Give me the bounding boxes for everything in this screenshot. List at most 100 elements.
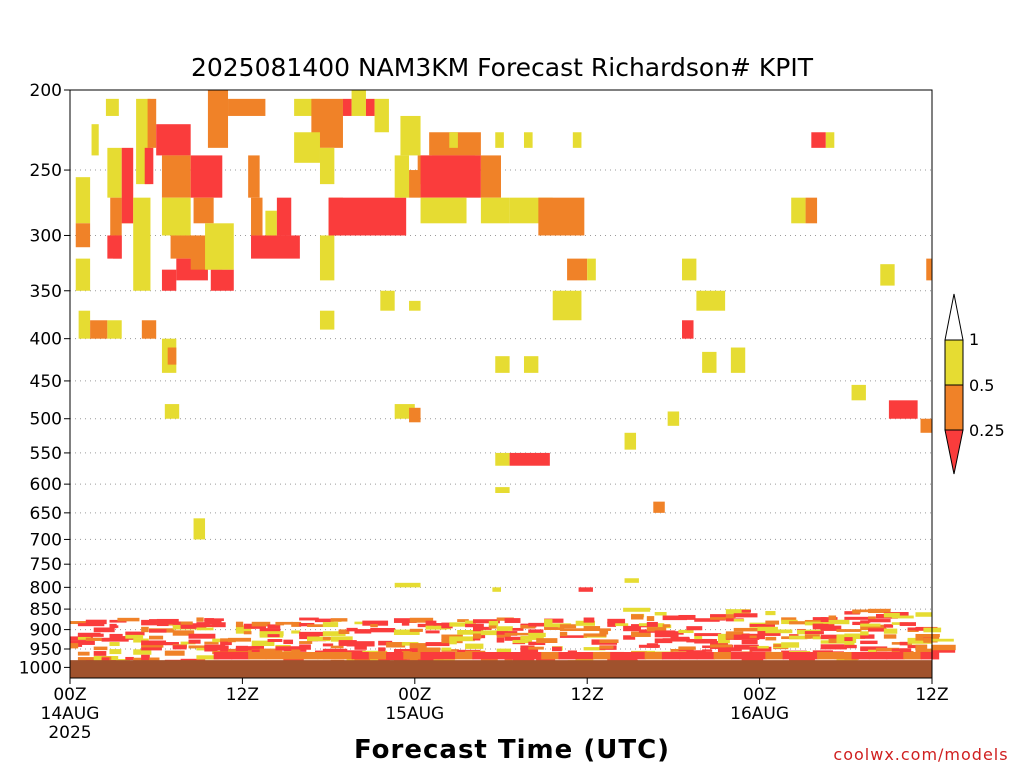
ri-cell-lt1 [107, 147, 122, 198]
y-tick-label: 750 [30, 555, 62, 575]
colorbar-legend: 1 0.5 0.25 [944, 293, 1005, 475]
ri-streak-lt025 [661, 652, 681, 660]
ri-streak-lt05 [789, 621, 816, 625]
ri-cell-lt1 [133, 197, 151, 291]
ri-streak-lt05 [149, 657, 160, 662]
ri-streak-lt025 [512, 658, 535, 662]
ri-streak-lt025 [607, 621, 616, 627]
ri-cell-lt1 [78, 310, 91, 339]
y-tick-label: 950 [30, 640, 62, 660]
ri-streak-lt05 [599, 645, 614, 649]
ri-cell-lt1 [495, 132, 504, 148]
ri-streak-lt025 [931, 649, 956, 653]
ri-streak-lt025 [180, 624, 207, 629]
ri-streak-lt025 [860, 646, 888, 652]
ri-cell-lt025 [156, 124, 191, 156]
ri-streak-lt025 [610, 652, 629, 660]
ri-streak-lt05 [149, 635, 164, 640]
ri-streak-lt025 [204, 618, 224, 622]
ri-cell-lt1 [294, 132, 320, 163]
ri-streak-lt05 [496, 634, 511, 638]
ri-streak-lt025 [552, 646, 562, 652]
ri-cell-lt1 [624, 432, 637, 450]
ri-streak-lt025 [267, 639, 283, 642]
ri-streak-lt05 [204, 641, 219, 645]
ri-streak-lt05 [631, 631, 651, 637]
y-tick-label: 1000 [19, 658, 62, 678]
ri-cell-lt025 [210, 269, 234, 291]
ri-streak-lt1 [891, 615, 914, 619]
ri-streak-lt025 [710, 614, 735, 619]
ri-cell-lt05 [409, 170, 421, 198]
ri-streak-lt05 [678, 646, 696, 650]
ri-streak-lt025 [520, 647, 539, 653]
ri-streak-lt1 [804, 621, 829, 626]
y-tick-label: 450 [30, 372, 62, 392]
ri-streak-lt05 [338, 630, 350, 635]
ri-cell-lt1 [495, 452, 510, 466]
ri-streak-lt05 [291, 621, 302, 627]
ri-streak-lt1 [915, 612, 933, 617]
colorbar-label: 0.5 [969, 376, 994, 395]
ri-streak-lt025 [899, 641, 912, 646]
ri-streak-lt1 [196, 627, 214, 631]
ri-cell-lt1 [682, 258, 697, 281]
ri-streak-lt025 [679, 652, 698, 660]
ri-cell-lt1 [91, 124, 99, 156]
ri-streak-lt025 [559, 635, 588, 638]
ri-streak-lt025 [662, 615, 687, 621]
ri-streak-lt05 [915, 633, 940, 638]
ri-streak-lt1 [449, 639, 457, 645]
x-axis-label: Forecast Time (UTC) [354, 735, 670, 765]
ri-streak-lt025 [686, 638, 713, 643]
ri-streak-lt025 [393, 618, 417, 623]
ri-cell-lt025 [107, 235, 122, 259]
ri-streak-lt05 [248, 652, 267, 660]
plot-frame [69, 89, 933, 679]
ri-streak-lt1 [615, 623, 629, 627]
ri-streak-lt05 [559, 631, 568, 637]
ri-streak-lt025 [678, 614, 696, 620]
ri-streak-lt05 [828, 615, 837, 620]
ri-streak-lt025 [730, 652, 750, 660]
ri-streak-lt05 [592, 652, 612, 660]
ri-streak-lt05 [583, 633, 607, 637]
ri-streak-lt025 [627, 652, 647, 660]
ri-cell-lt1 [380, 290, 395, 311]
x-tick-label: 12Z [915, 685, 948, 705]
ri-streak-lt05 [710, 644, 733, 648]
ri-streak-lt1 [449, 638, 475, 642]
ri-streak-lt1 [844, 633, 866, 640]
ri-streak-lt025 [860, 640, 878, 645]
ri-streak-lt05 [765, 620, 780, 625]
ri-streak-lt1 [322, 622, 339, 628]
ri-streak-lt05 [817, 652, 836, 660]
y-tick-label: 600 [30, 475, 62, 495]
ri-streak-lt1 [765, 611, 776, 616]
ri-streak-lt025 [338, 642, 351, 646]
ri-streak-lt025 [694, 618, 720, 622]
ri-cell-lt05 [926, 258, 932, 281]
ri-streak-lt1 [883, 612, 900, 618]
ri-streak-lt05 [781, 617, 797, 622]
ri-streak-lt05 [70, 621, 91, 625]
ri-streak-lt025 [528, 622, 546, 627]
ri-streak-lt025 [93, 627, 115, 633]
ri-cell-lt1 [480, 197, 510, 224]
ri-cell-lt1 [75, 177, 91, 224]
ri-streak-lt05 [599, 639, 619, 644]
ri-streak-lt1 [623, 607, 651, 612]
ri-cell-lt1 [624, 578, 639, 583]
ri-streak-lt025 [251, 649, 262, 653]
ri-streak-lt1 [330, 636, 353, 642]
ri-streak-lt05 [282, 652, 302, 660]
ri-streak-lt025 [733, 644, 759, 650]
y-tick-label: 300 [30, 226, 62, 246]
ri-streak-lt05 [559, 628, 586, 631]
ri-streak-lt025 [920, 652, 940, 660]
x-tick-label: 16AUG [730, 704, 789, 724]
ri-streak-lt025 [868, 628, 887, 632]
ri-streak-lt025 [575, 652, 595, 660]
ri-streak-lt05 [172, 630, 195, 636]
ri-streak-lt025 [512, 627, 524, 631]
